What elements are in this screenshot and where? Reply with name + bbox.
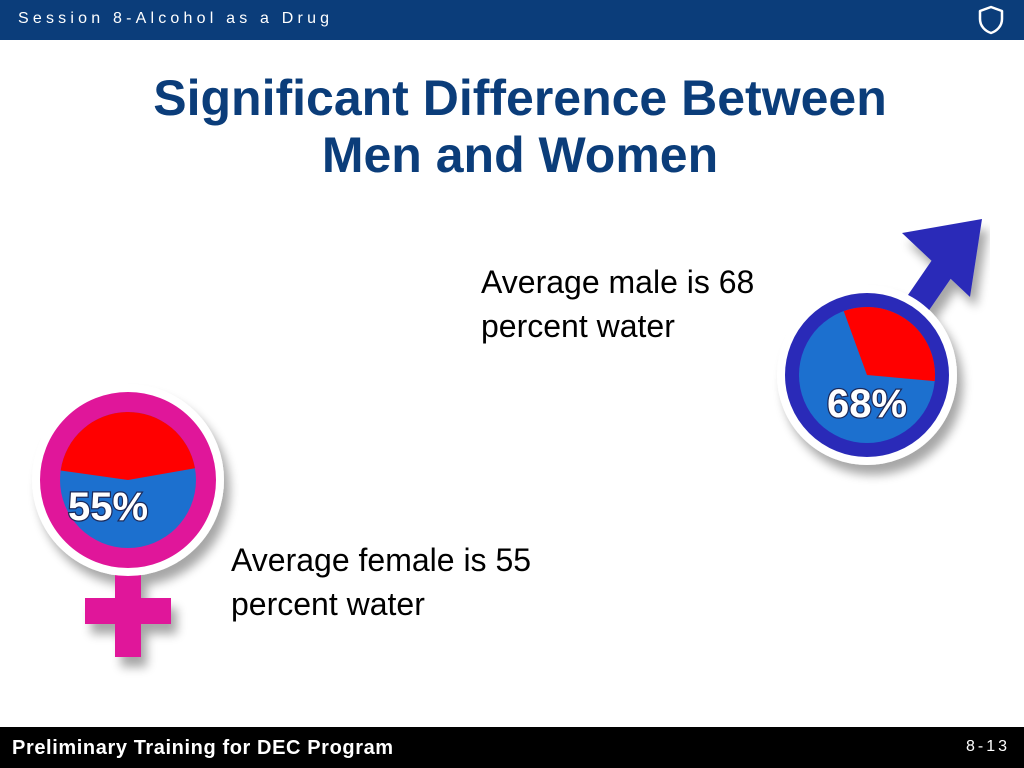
footer-program-title: Preliminary Training for DEC Program — [12, 737, 394, 759]
header-bar: Session 8-Alcohol as a Drug — [0, 0, 1024, 40]
female-symbol-icon: 55% — [32, 384, 224, 657]
female-caption-line-1: Average female is 55 — [231, 542, 532, 578]
male-percent-label: 68% — [827, 382, 907, 426]
female-caption: Average female is 55 percent water — [231, 538, 531, 626]
slide-title-line-1: Significant Difference Between — [153, 70, 887, 126]
footer-bar: Preliminary Training for DEC Program 8-1… — [0, 727, 1024, 768]
shield-icon — [978, 5, 1004, 35]
male-symbol-icon: 68% — [777, 219, 982, 465]
male-caption-line-2: percent water — [481, 308, 675, 344]
page-number: 8-13 — [965, 738, 1010, 755]
female-cross-bar — [85, 598, 171, 624]
session-label: Session 8-Alcohol as a Drug — [18, 10, 334, 27]
male-other-portion — [843, 306, 935, 382]
male-arrow-head — [902, 219, 982, 297]
female-other-portion — [60, 411, 195, 480]
female-caption-line-2: percent water — [231, 586, 425, 622]
male-caption-line-1: Average male is 68 — [481, 264, 755, 300]
slide-title-line-2: Men and Women — [321, 127, 719, 183]
female-percent-label: 55% — [68, 485, 148, 529]
slide-title: Significant Difference Between Men and W… — [60, 70, 980, 184]
male-caption: Average male is 68 percent water — [481, 260, 754, 348]
